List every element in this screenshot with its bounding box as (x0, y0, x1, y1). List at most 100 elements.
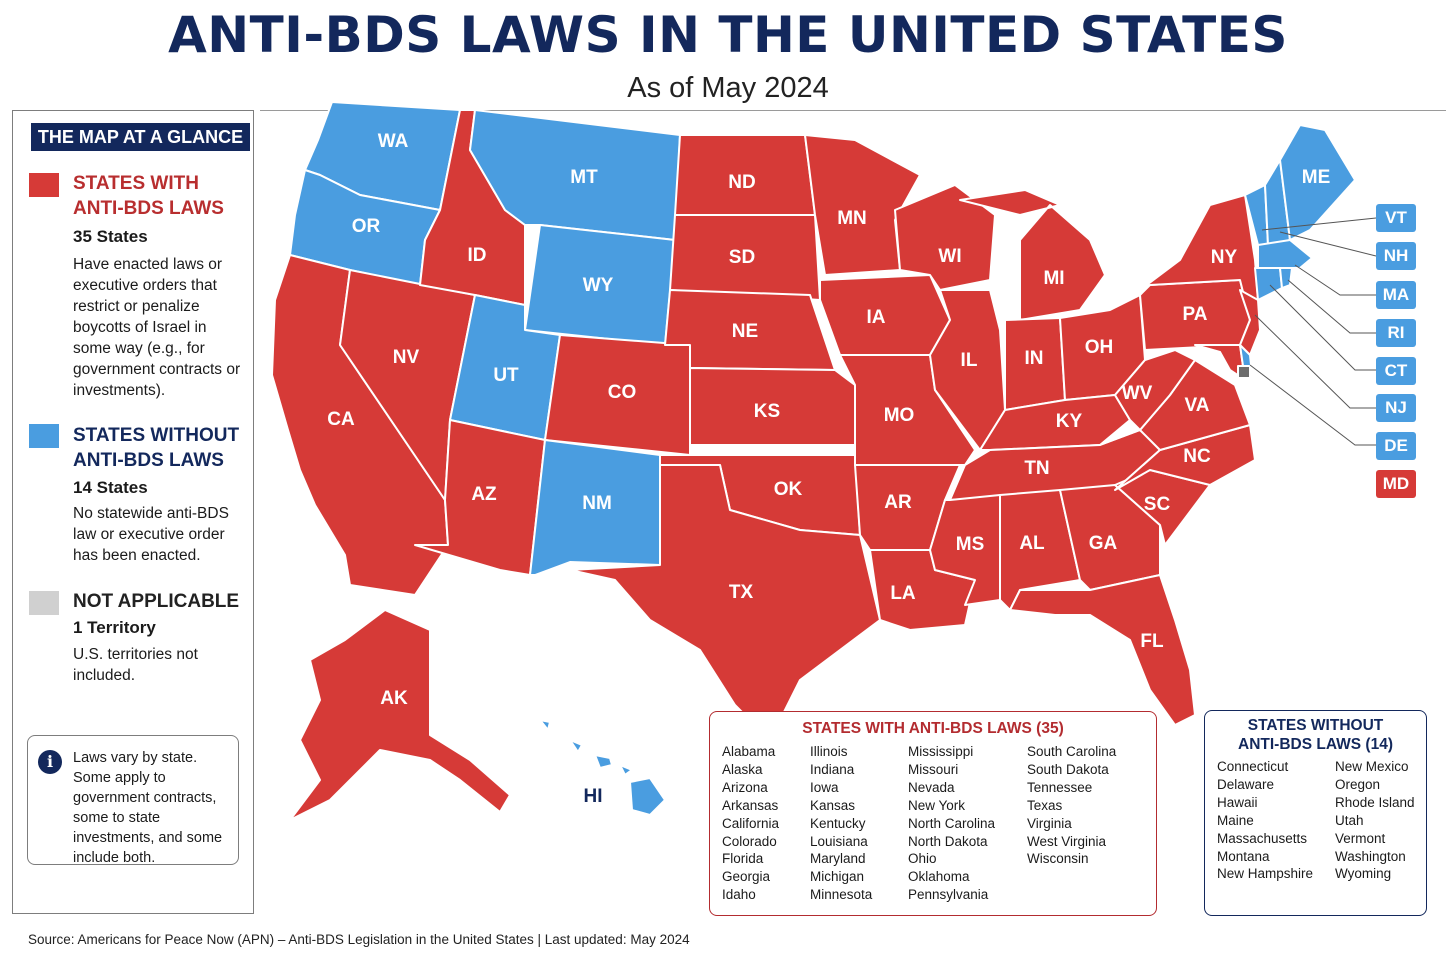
list-column: Connecticut Delaware Hawaii Maine Massachuse… (1217, 758, 1313, 883)
list-item: Oregon (1335, 776, 1381, 792)
list-item: Indiana (810, 761, 855, 777)
label-AZ: AZ (471, 484, 497, 505)
state-RI[interactable] (1279, 267, 1293, 289)
label-CA: CA (327, 409, 355, 430)
label-MN: MN (837, 208, 867, 229)
list-item: Utah (1335, 812, 1364, 828)
list-item: Alabama (722, 744, 776, 759)
label-WA: WA (378, 131, 409, 152)
list-item: Texas (1027, 797, 1063, 813)
label-OK: OK (774, 479, 803, 500)
callout-de: DE (1376, 432, 1416, 460)
legend-panel: THE MAP AT A GLANCE STATES WITH ANTI-BDS… (12, 110, 254, 914)
list-item: Michigan (810, 869, 865, 885)
label-AL: AL (1019, 533, 1045, 554)
legend-with-count: 35 States (73, 227, 148, 246)
label-UT: UT (493, 365, 519, 386)
info-note-text: Laws vary by state. Some apply to govern… (73, 750, 223, 866)
list-item: Oklahoma (908, 869, 970, 885)
label-MI: MI (1043, 268, 1064, 289)
callout-ri: RI (1376, 319, 1416, 347)
list-item: Massachusetts (1217, 830, 1308, 846)
label-ID: ID (468, 245, 487, 266)
list-item: Maryland (810, 851, 866, 867)
callout-nj: NJ (1376, 394, 1416, 422)
list-item: Missouri (908, 761, 959, 777)
list-item: Louisiana (810, 833, 868, 849)
label-OH: OH (1085, 337, 1114, 358)
list-item: Tennessee (1027, 779, 1093, 795)
list-item: Iowa (810, 779, 839, 795)
state-WV[interactable] (1114, 349, 1196, 431)
list-item: Wisconsin (1027, 851, 1089, 867)
label-MT: MT (570, 167, 598, 188)
list-item: New York (908, 797, 966, 813)
list-item: Pennsylvania (908, 887, 989, 903)
state-MA[interactable] (1257, 239, 1313, 269)
label-NV: NV (393, 347, 420, 368)
list-column: South Carolina South Dakota Tennessee Texas… (1027, 743, 1116, 868)
legend-with-label: STATES WITH ANTI-BDS LAWS (73, 173, 224, 219)
page-subtitle: As of May 2024 (627, 72, 829, 104)
list-item: Mississippi (908, 744, 974, 759)
list-item: Kentucky (810, 815, 866, 831)
label-WI: WI (938, 246, 961, 267)
label-SC: SC (1144, 494, 1171, 515)
legend-header: THE MAP AT A GLANCE (31, 123, 250, 151)
state-DC-na (1237, 365, 1251, 379)
callout-md: MD (1376, 470, 1416, 498)
label-ND: ND (728, 172, 755, 193)
callout-ma: MA (1376, 281, 1416, 309)
states-with-list-title: STATES WITH ANTI-BDS LAWS (35) (802, 720, 1064, 737)
list-column: Illinois Indiana Iowa Kansas Kentucky Louisia… (810, 743, 872, 904)
list-item: Alaska (722, 761, 763, 777)
list-item: Georgia (722, 869, 771, 885)
list-item: Nevada (908, 779, 955, 795)
list-item: Delaware (1217, 776, 1275, 792)
callout-nh: NH (1376, 242, 1416, 270)
state-FL[interactable] (1009, 574, 1196, 726)
list-item: Montana (1217, 848, 1270, 864)
legend-na-label: NOT APPLICABLE (73, 591, 240, 612)
label-CO: CO (608, 382, 637, 403)
label-MO: MO (884, 405, 915, 426)
list-item: North Dakota (908, 833, 988, 849)
label-NM: NM (582, 493, 612, 514)
callout-ct: CT (1376, 357, 1416, 385)
list-item: New Hampshire (1217, 866, 1314, 882)
label-TN: TN (1024, 458, 1049, 479)
list-item: Washington (1335, 848, 1406, 864)
label-NE: NE (732, 321, 758, 342)
label-NC: NC (1183, 446, 1211, 467)
label-SD: SD (729, 247, 755, 268)
state-AK[interactable] (289, 609, 511, 821)
legend-with-description: Have enacted laws or executive orders th… (73, 256, 241, 399)
label-IA: IA (867, 307, 886, 328)
legend-swatch-without (29, 424, 59, 448)
list-item: North Carolina (908, 815, 996, 831)
list-column: New Mexico Oregon Rhode Island Utah Vermont W… (1335, 758, 1415, 883)
callout-lines (1249, 217, 1377, 446)
label-LA: LA (890, 583, 916, 604)
state-WI[interactable] (894, 184, 996, 291)
state-HI[interactable] (539, 719, 666, 816)
label-IN: IN (1025, 348, 1044, 369)
label-WV: WV (1122, 383, 1153, 404)
list-item: Vermont (1335, 830, 1386, 846)
label-OR: OR (352, 216, 381, 237)
legend-without-description: No statewide anti-BDS law or executive o… (73, 505, 229, 564)
label-AK: AK (380, 688, 408, 709)
state-CT[interactable] (1254, 267, 1283, 301)
list-column: Alabama Alaska Arizona Arkansas California Co… (722, 743, 779, 904)
list-item: Idaho (722, 887, 756, 903)
states-without-list: STATES WITHOUT ANTI-BDS LAWS (14) Connec… (1204, 710, 1427, 916)
label-GA: GA (1089, 533, 1118, 554)
label-AR: AR (884, 492, 912, 513)
label-MS: MS (956, 534, 985, 555)
legend-without-label: STATES WITHOUT ANTI-BDS LAWS (73, 425, 240, 471)
list-item: Connecticut (1217, 759, 1289, 774)
label-FL: FL (1140, 631, 1164, 652)
label-NY: NY (1211, 247, 1238, 268)
callout-vt: VT (1376, 204, 1416, 232)
states-without-list-title-2: ANTI-BDS LAWS (14) (1238, 736, 1393, 753)
